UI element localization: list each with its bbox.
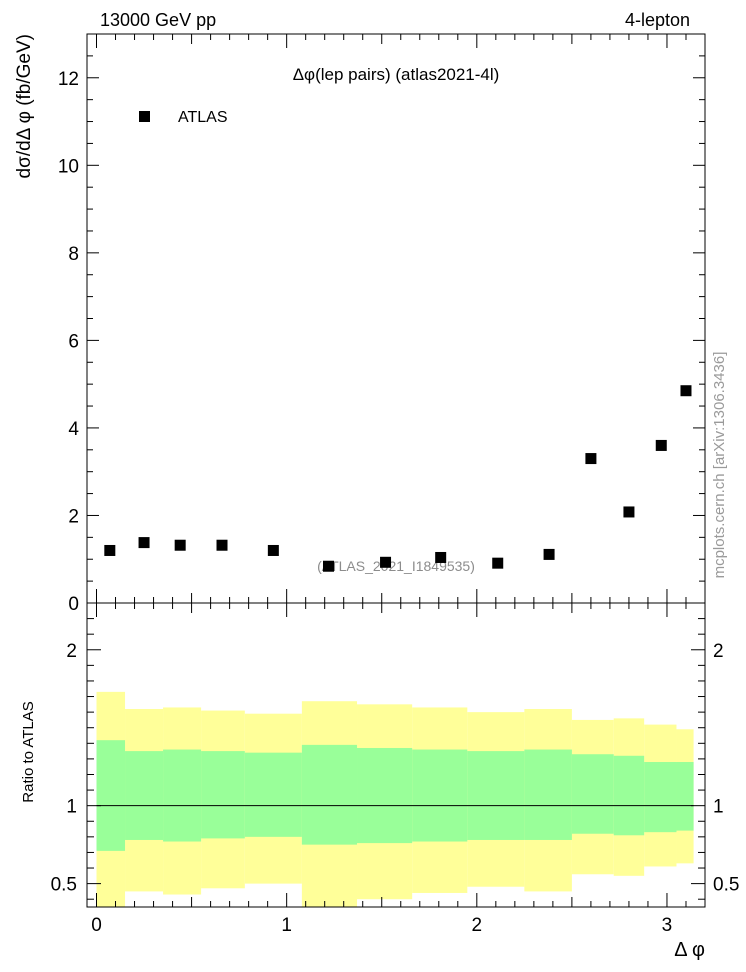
- ratio-band-green-bin: [571, 754, 614, 834]
- y-tick-label: 2: [68, 506, 79, 527]
- side-label: mcplots.cern.ch [arXiv:1306.3436]: [711, 352, 728, 579]
- ratio-band-green-bin: [676, 762, 694, 831]
- x-tick-label: 2: [472, 915, 483, 936]
- data-point: [680, 385, 692, 397]
- x-tick-label: 3: [662, 915, 673, 936]
- data-point: [492, 557, 504, 569]
- legend-marker-icon: [139, 111, 150, 122]
- watermark-label: (ATLAS_2021_I1849535): [317, 558, 475, 574]
- header-left: 13000 GeV pp: [100, 10, 216, 30]
- y-tick-label: 6: [68, 331, 79, 352]
- data-point: [543, 548, 555, 560]
- ratio-y-axis-label: Ratio to ATLAS: [20, 701, 37, 802]
- data-point: [174, 539, 186, 551]
- ratio-y-tick-label-right: 2: [713, 641, 724, 662]
- data-point: [623, 506, 635, 518]
- data-point: [585, 453, 597, 465]
- y-tick-label: 12: [58, 69, 79, 90]
- x-tick-label: 0: [91, 915, 102, 936]
- plot-title: Δφ(lep pairs) (atlas2021-4l): [293, 65, 500, 84]
- data-point: [380, 556, 392, 568]
- y-tick-label: 8: [68, 244, 79, 265]
- data-point: [216, 539, 228, 551]
- ratio-band-green-bin: [613, 755, 645, 836]
- ratio-y-tick-label: 0.5: [51, 875, 77, 896]
- ratio-band-green-bin: [125, 751, 164, 840]
- data-point: [435, 551, 447, 563]
- data-point: [138, 537, 150, 549]
- ratio-band-green-bin: [301, 744, 358, 845]
- x-axis-label: Δ φ: [674, 939, 705, 961]
- ratio-plot-panel: 0 1 2 3 0.5 0.5 1 1 2 2 Ratio to ATLAS Δ φ: [20, 602, 739, 961]
- main-plot-panel: 0 2 4 6 8 10 12 dσ/dΔ φ (fb/GeV) Δφ(lep pairs) (…: [14, 33, 706, 615]
- data-point: [267, 544, 279, 556]
- ratio-y-tick-label-right: 1: [713, 797, 724, 818]
- ratio-band-green-bin: [357, 747, 413, 844]
- y-tick-label: 10: [58, 156, 79, 177]
- y-axis-label: dσ/dΔ φ (fb/GeV): [14, 34, 35, 178]
- ratio-band-green-bin: [244, 752, 302, 837]
- ratio-y-tick-label: 2: [66, 641, 77, 662]
- ratio-plot-frame: [86, 602, 706, 908]
- y-tick-label: 4: [68, 419, 79, 440]
- header-right: 4-lepton: [625, 10, 690, 30]
- legend-label: ATLAS: [178, 109, 228, 126]
- x-tick-label: 1: [281, 915, 292, 936]
- data-point: [655, 439, 667, 451]
- data-point: [322, 560, 334, 572]
- ratio-band-green-bin: [467, 751, 525, 840]
- ratio-band-green-bin: [163, 749, 202, 842]
- ratio-band-green-bin: [644, 762, 677, 833]
- ratio-band-green-bin: [412, 749, 468, 842]
- data-point: [104, 544, 116, 556]
- ratio-band-green-bin: [524, 749, 572, 840]
- ratio-y-tick-label-right: 0.5: [713, 875, 739, 896]
- ratio-y-tick-label: 1: [66, 797, 77, 818]
- y-tick-label: 0: [68, 594, 79, 615]
- ratio-band-green-bin: [201, 751, 245, 839]
- ratio-band-green-bin: [96, 740, 126, 851]
